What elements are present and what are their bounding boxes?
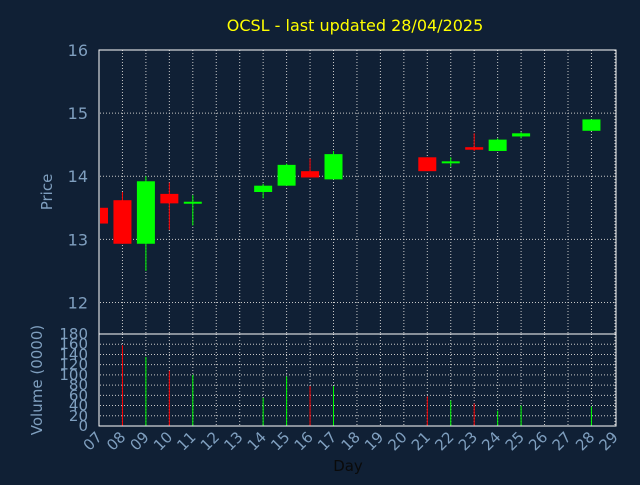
x-tick-label: 15 bbox=[267, 428, 293, 454]
x-tick-label: 08 bbox=[103, 428, 129, 454]
x-tick-label: 18 bbox=[338, 428, 364, 454]
candle-body bbox=[512, 133, 531, 137]
volume-tick-label: 20 bbox=[69, 407, 88, 425]
candle-body bbox=[277, 164, 296, 186]
x-tick-label: 14 bbox=[244, 428, 270, 454]
price-tick-label: 14 bbox=[68, 167, 88, 186]
volume-tick-label: 100 bbox=[59, 366, 88, 384]
price-axis-label: Price bbox=[38, 174, 56, 211]
price-panel-frame bbox=[98, 49, 617, 335]
price-panel bbox=[98, 119, 601, 271]
x-tick-label: 11 bbox=[173, 428, 199, 454]
x-tick-label: 10 bbox=[150, 428, 176, 454]
x-tick-label: 09 bbox=[126, 428, 152, 454]
candle-body bbox=[254, 185, 273, 192]
x-tick-label: 28 bbox=[572, 428, 598, 454]
x-tick-label: 29 bbox=[595, 428, 621, 454]
candle-body bbox=[183, 201, 202, 204]
candle-body bbox=[160, 193, 179, 204]
price-tick-label: 12 bbox=[68, 293, 88, 312]
x-tick-label: 22 bbox=[431, 428, 457, 454]
volume-axis-label: Volume (0000) bbox=[28, 325, 46, 435]
candle-body bbox=[100, 207, 108, 224]
volume-tick-label: 0 bbox=[78, 417, 88, 435]
x-tick-label: 12 bbox=[197, 428, 223, 454]
candle-body bbox=[324, 154, 343, 180]
x-tick-label: 17 bbox=[314, 428, 340, 454]
x-axis-label: Day bbox=[333, 457, 363, 475]
x-tick-label: 23 bbox=[455, 428, 481, 454]
volume-tick-label: 80 bbox=[69, 376, 88, 394]
x-tick-label: 16 bbox=[291, 428, 317, 454]
grid-layer bbox=[98, 49, 616, 427]
volume-tick-label: 180 bbox=[59, 325, 88, 343]
x-tick-label: 21 bbox=[408, 428, 434, 454]
chart-title: OCSL - last updated 28/04/2025 bbox=[227, 16, 484, 35]
volume-tick-label: 140 bbox=[59, 345, 88, 363]
price-tick-label: 15 bbox=[68, 104, 88, 123]
volume-tick-label: 120 bbox=[59, 356, 88, 374]
x-tick-label: 27 bbox=[549, 428, 575, 454]
candle-body bbox=[136, 181, 155, 244]
volume-tick-label: 60 bbox=[69, 386, 88, 404]
candle-body bbox=[488, 139, 507, 151]
price-tick-label: 13 bbox=[68, 230, 88, 249]
x-tick-label: 25 bbox=[502, 428, 528, 454]
candle-body bbox=[301, 171, 320, 178]
x-tick-label: 24 bbox=[478, 428, 504, 454]
axis-layer: 1213141516020406080100120140160180070809… bbox=[28, 41, 622, 475]
price-tick-label: 16 bbox=[68, 41, 88, 60]
volume-tick-label: 160 bbox=[59, 335, 88, 353]
x-tick-label: 19 bbox=[361, 428, 387, 454]
volume-panel-frame bbox=[98, 333, 617, 427]
candle-body bbox=[113, 200, 132, 244]
candle-body bbox=[465, 147, 484, 150]
x-tick-label: 26 bbox=[525, 428, 551, 454]
x-tick-label: 13 bbox=[220, 428, 246, 454]
volume-tick-label: 40 bbox=[69, 397, 88, 415]
candle-body bbox=[441, 161, 460, 164]
candle-body bbox=[418, 157, 437, 172]
x-tick-label: 20 bbox=[384, 428, 410, 454]
candle-body bbox=[582, 119, 601, 131]
volume-panel bbox=[121, 345, 592, 426]
